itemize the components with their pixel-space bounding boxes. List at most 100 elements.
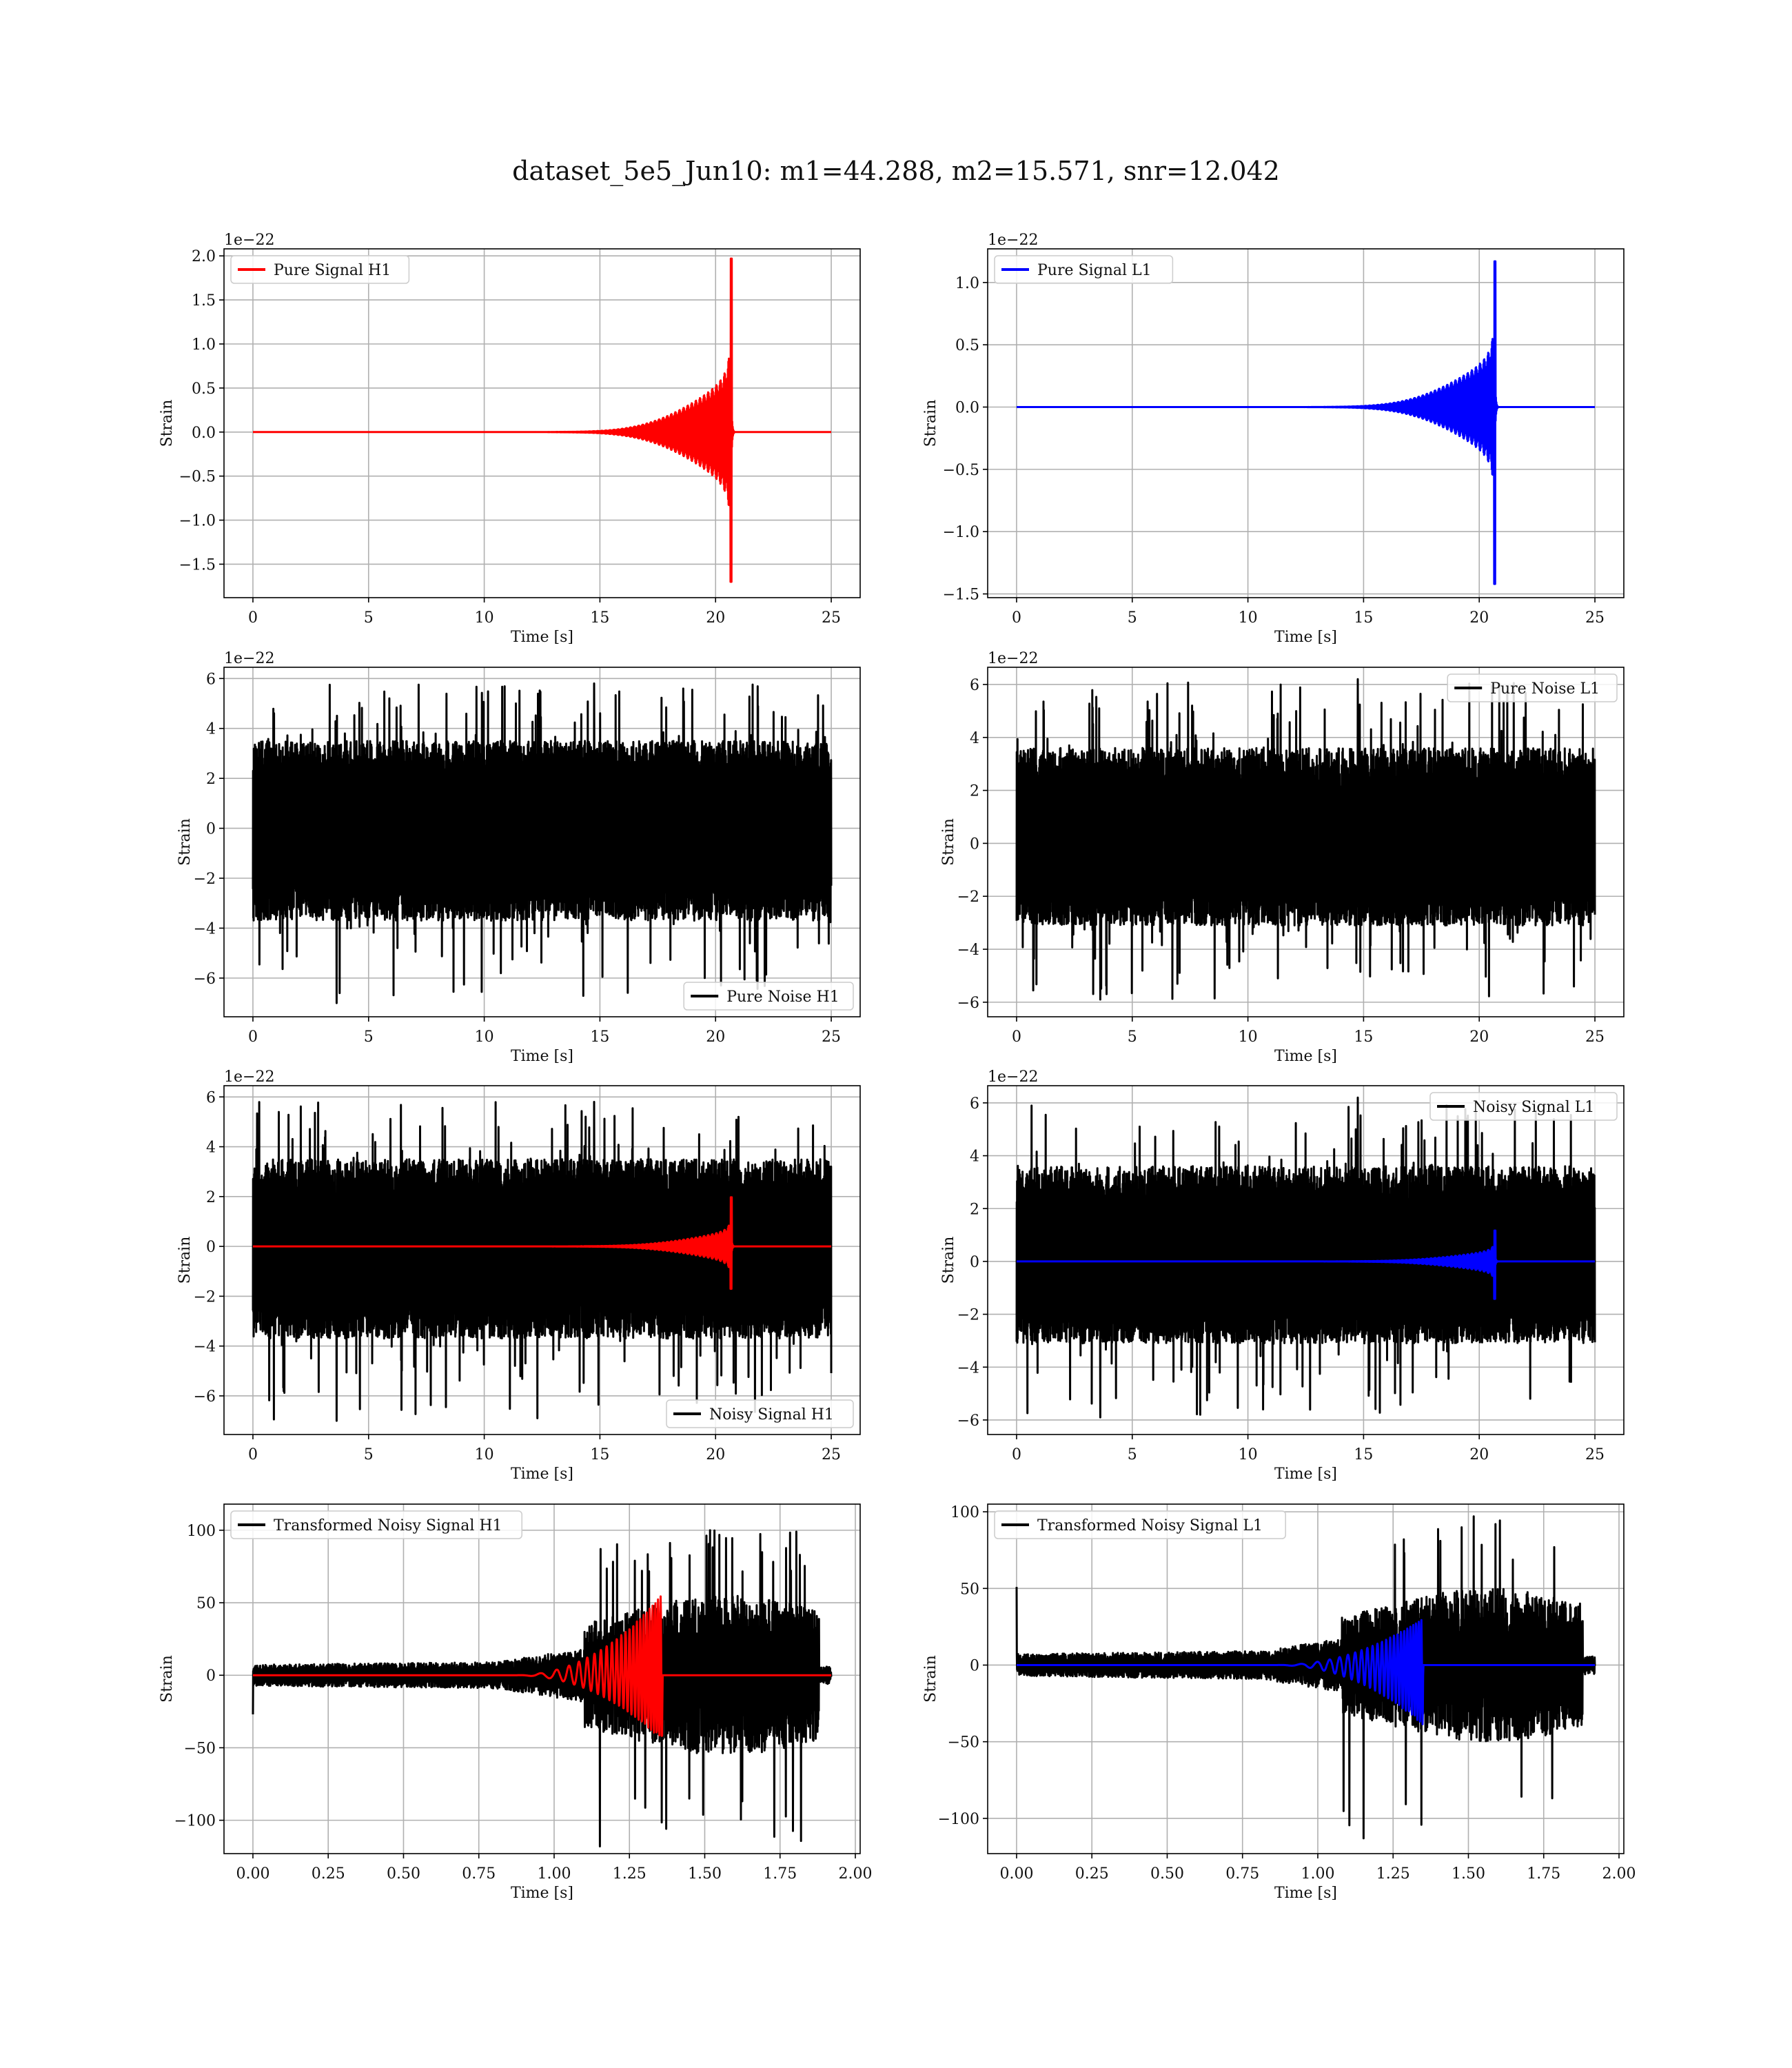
y-tick-label: 0 xyxy=(206,1667,216,1685)
y-tick-label: 50 xyxy=(960,1581,979,1598)
y-tick-label: 1.0 xyxy=(192,336,216,354)
legend-label: Transformed Noisy Signal H1 xyxy=(274,1517,502,1534)
x-tick-label: 10 xyxy=(475,609,494,627)
x-tick-label: 10 xyxy=(475,1028,494,1046)
y-tick-label: 4 xyxy=(970,730,979,747)
series-line-noisy-signal-l1 xyxy=(1015,1096,1596,1419)
legend: Pure Noise L1 xyxy=(1447,673,1618,702)
y-tick-label: 6 xyxy=(206,1089,216,1106)
x-tick-label: 15 xyxy=(1354,1446,1373,1463)
x-tick-label: 0.00 xyxy=(236,1865,269,1883)
subplot-p1: 0 5 10 15 20 25 −1.5 −1.0 −0.5 0.0 0.5 1.0 1.5 2.0 Tim… xyxy=(159,232,861,646)
series-line-pure-noise-h1 xyxy=(252,682,833,1004)
y-tick-label: 4 xyxy=(206,1139,216,1157)
legend: Pure Signal L1 xyxy=(994,255,1174,284)
y-axis-label: Strain xyxy=(922,400,939,447)
y-tick-label: 1.5 xyxy=(192,292,216,310)
x-tick-label: 25 xyxy=(822,1028,841,1046)
x-tick-label: 0.25 xyxy=(312,1865,345,1883)
series-line-pure-signal-l1 xyxy=(1015,260,1596,585)
y-axis-label: Strain xyxy=(159,1655,176,1703)
x-tick-label: 15 xyxy=(1354,609,1373,627)
y-tick-label: 0 xyxy=(206,821,216,838)
y-axis-label: Strain xyxy=(159,400,176,447)
x-tick-label: 15 xyxy=(1354,1028,1373,1046)
y-tick-label: −1.5 xyxy=(179,556,216,574)
y-tick-label: −6 xyxy=(957,995,979,1012)
x-tick-label: 1.25 xyxy=(1376,1865,1410,1883)
x-tick-label: 1.75 xyxy=(763,1865,797,1883)
y-tick-label: 2 xyxy=(206,1189,216,1206)
y-tick-label: 0 xyxy=(970,1254,979,1271)
x-tick-label: 25 xyxy=(1585,1028,1605,1046)
y-axis-label: Strain xyxy=(176,818,194,866)
subplot-p4: 0 5 10 15 20 25 −6 −4 −2 0 2 4 6 Time [s] Strain 1e−22 P… xyxy=(940,650,1625,1065)
axis-offset-text: 1e−22 xyxy=(224,1068,274,1086)
y-tick-label: −0.5 xyxy=(943,462,979,479)
axes-frame xyxy=(987,1085,1625,1435)
y-tick-label: 50 xyxy=(196,1595,216,1612)
legend-label: Pure Noise H1 xyxy=(726,989,839,1006)
y-axis-label: Strain xyxy=(922,1655,939,1703)
y-tick-label: −2 xyxy=(194,871,216,888)
x-tick-label: 0.75 xyxy=(1225,1865,1259,1883)
legend: Transformed Noisy Signal H1 xyxy=(230,1510,522,1539)
y-tick-label: 0 xyxy=(206,1239,216,1256)
y-tick-label: 6 xyxy=(970,677,979,694)
axis-offset-text: 1e−22 xyxy=(988,232,1038,249)
x-tick-label: 5 xyxy=(364,609,374,627)
y-tick-label: 4 xyxy=(970,1148,979,1166)
legend-label: Pure Signal L1 xyxy=(1037,262,1152,279)
y-tick-label: 0.5 xyxy=(955,337,979,354)
y-axis-label: Strain xyxy=(176,1237,194,1284)
x-tick-label: 0.50 xyxy=(387,1865,420,1883)
axis-offset-text: 1e−22 xyxy=(988,1068,1038,1086)
y-tick-label: −2 xyxy=(194,1288,216,1306)
axes-frame xyxy=(223,1085,861,1435)
y-axis-label: Strain xyxy=(940,818,957,866)
x-tick-label: 25 xyxy=(1585,1446,1605,1463)
y-tick-label: 0.0 xyxy=(955,400,979,417)
x-axis-label: Time [s] xyxy=(1274,629,1337,646)
x-tick-label: 20 xyxy=(1469,1028,1489,1046)
y-tick-label: 2.0 xyxy=(192,248,216,265)
x-axis-label: Time [s] xyxy=(511,1048,573,1065)
y-tick-label: 2 xyxy=(970,1201,979,1218)
x-axis-label: Time [s] xyxy=(1274,1885,1337,1902)
x-tick-label: 15 xyxy=(590,1446,609,1463)
axes-frame xyxy=(987,1503,1625,1854)
x-tick-label: 1.75 xyxy=(1527,1865,1560,1883)
x-tick-label: 25 xyxy=(1585,609,1605,627)
x-tick-label: 10 xyxy=(1239,609,1258,627)
y-tick-label: 2 xyxy=(206,771,216,788)
x-tick-label: 1.50 xyxy=(1452,1865,1485,1883)
series-line-noisy-signal-h1 xyxy=(252,1101,833,1422)
y-tick-label: −50 xyxy=(948,1734,979,1752)
x-tick-label: 20 xyxy=(706,1446,725,1463)
y-tick-label: −100 xyxy=(174,1813,216,1830)
y-tick-label: −50 xyxy=(184,1740,216,1757)
x-tick-label: 0 xyxy=(248,609,258,627)
x-tick-label: 25 xyxy=(822,1446,841,1463)
axes-frame xyxy=(223,248,861,598)
x-tick-label: 10 xyxy=(1239,1028,1258,1046)
legend: Noisy Signal L1 xyxy=(1429,1092,1618,1121)
axis-offset-text: 1e−22 xyxy=(988,650,1038,667)
y-tick-label: −4 xyxy=(194,1339,216,1356)
axes-frame xyxy=(223,1503,861,1854)
x-tick-label: 20 xyxy=(706,609,725,627)
y-tick-label: −6 xyxy=(957,1412,979,1430)
x-tick-label: 0 xyxy=(248,1446,258,1463)
legend-label: Noisy Signal L1 xyxy=(1473,1099,1594,1116)
y-tick-label: 100 xyxy=(950,1504,979,1521)
x-axis-label: Time [s] xyxy=(511,1885,573,1902)
x-tick-label: 5 xyxy=(364,1446,374,1463)
x-tick-label: 2.00 xyxy=(839,1865,873,1883)
y-tick-label: 0.0 xyxy=(192,425,216,442)
x-tick-label: 0.50 xyxy=(1150,1865,1184,1883)
x-tick-label: 0.25 xyxy=(1075,1865,1109,1883)
legend-label: Transformed Noisy Signal L1 xyxy=(1037,1517,1263,1534)
subplot-p6: 0 5 10 15 20 25 −6 −4 −2 0 2 4 6 Time [s] Strain 1e−22 N… xyxy=(940,1068,1625,1483)
x-tick-label: 0 xyxy=(1012,1028,1021,1046)
